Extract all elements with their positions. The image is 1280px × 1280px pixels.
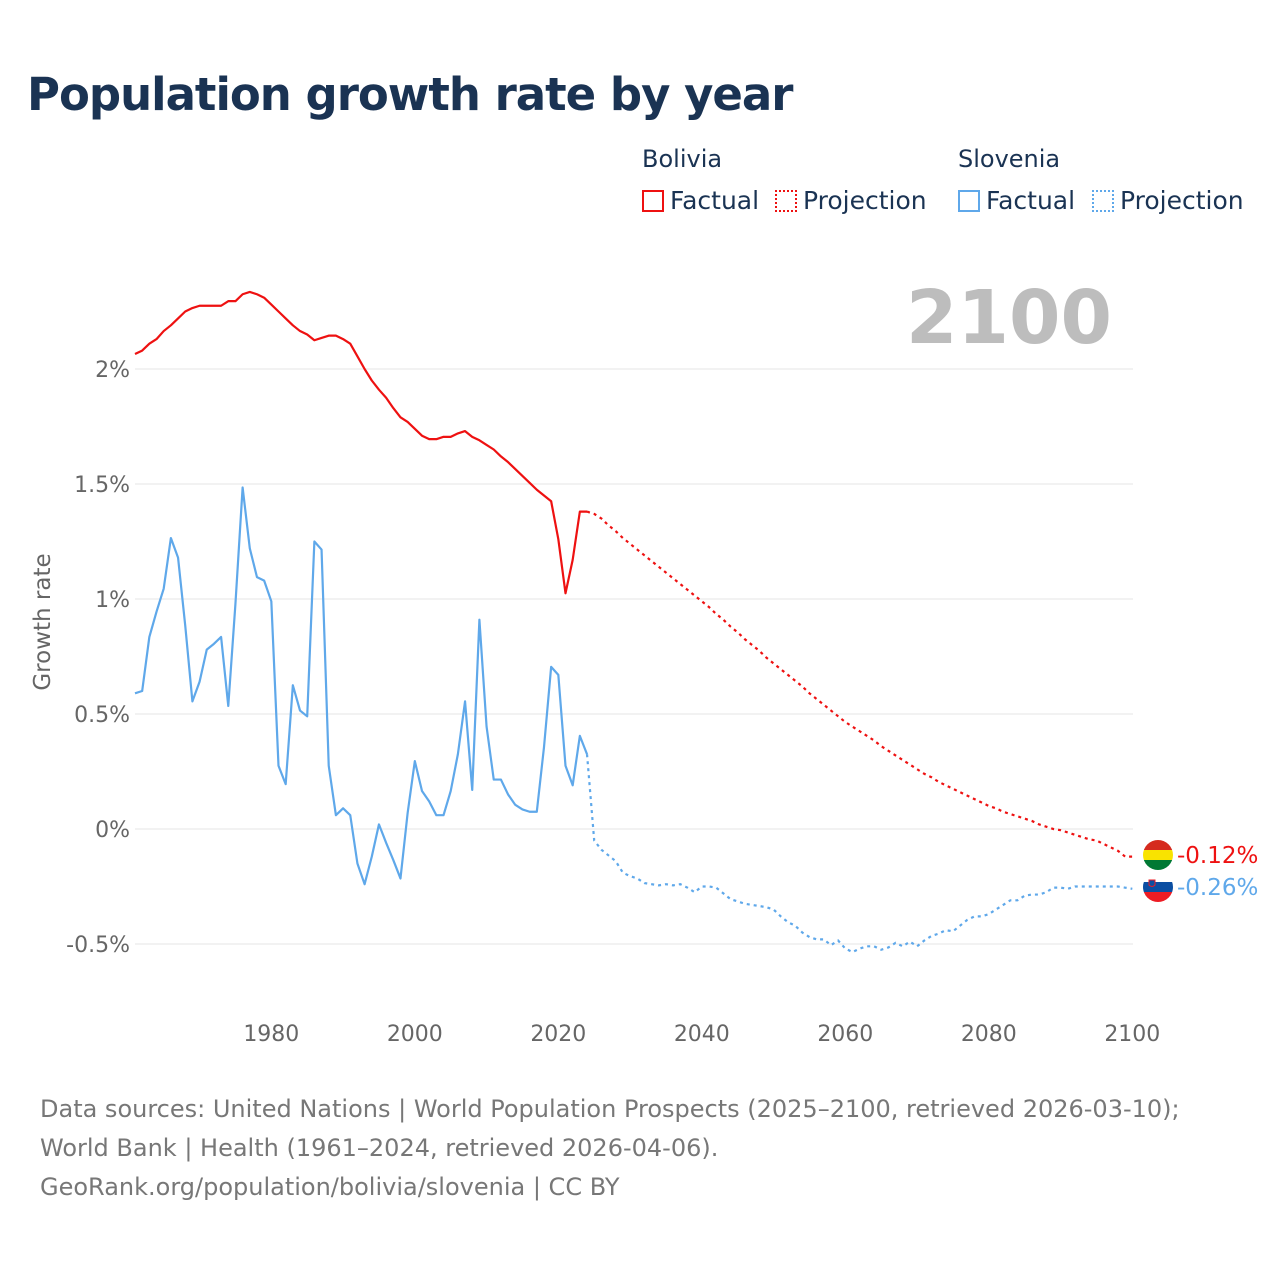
legend-swatch-solid bbox=[642, 189, 664, 212]
legend-label: Factual bbox=[986, 186, 1076, 215]
x-tick-label: 2060 bbox=[817, 1022, 873, 1047]
slovenia-factual-line bbox=[134, 486, 589, 886]
legend-label: Projection bbox=[803, 186, 927, 215]
source-link[interactable]: GeoRank.org/population/bolivia/slovenia … bbox=[40, 1173, 620, 1201]
legend-group-bolivia: Bolivia bbox=[642, 145, 723, 173]
bolivia-flag-icon bbox=[1143, 840, 1173, 870]
y-tick-label: 1% bbox=[95, 588, 130, 613]
x-tick-label: 2000 bbox=[387, 1022, 443, 1047]
y-tick-label: 1.5% bbox=[74, 473, 130, 498]
x-tick-label: 2100 bbox=[1104, 1022, 1160, 1047]
source-line: Data sources: United Nations | World Pop… bbox=[40, 1095, 1180, 1162]
year-watermark: 2100 bbox=[906, 275, 1112, 361]
legend-swatch-dotted bbox=[775, 189, 797, 212]
bolivia-factual-line bbox=[134, 290, 588, 595]
legend-swatch-dotted bbox=[1092, 189, 1114, 212]
slovenia-end-label: -0.26% bbox=[1177, 875, 1258, 901]
bolivia-projection-line bbox=[586, 510, 1133, 858]
legend-swatch-solid bbox=[958, 189, 980, 212]
legend-label: Projection bbox=[1120, 186, 1244, 215]
legend-slovenia-projection[interactable]: Projection bbox=[1092, 186, 1244, 215]
source-note: Data sources: United Nations | World Pop… bbox=[40, 1090, 1240, 1207]
chart-title: Population growth rate by year bbox=[27, 68, 793, 121]
slovenia-flag-icon bbox=[1143, 872, 1173, 902]
x-tick-label: 1980 bbox=[243, 1022, 299, 1047]
legend-group-slovenia: Slovenia bbox=[958, 145, 1061, 173]
legend-label: Factual bbox=[670, 186, 760, 215]
y-axis-label: Growth rate bbox=[30, 553, 56, 690]
x-tick-label: 2040 bbox=[674, 1022, 730, 1047]
legend-bolivia-factual[interactable]: Factual bbox=[642, 186, 759, 215]
legend-slovenia-factual[interactable]: Factual bbox=[958, 186, 1075, 215]
y-tick-label: 0% bbox=[95, 818, 130, 843]
x-tick-label: 2020 bbox=[530, 1022, 586, 1047]
y-tick-label: 2% bbox=[95, 358, 130, 383]
y-tick-label: -0.5% bbox=[66, 933, 130, 958]
x-tick-label: 2080 bbox=[961, 1022, 1017, 1047]
legend-bolivia-projection[interactable]: Projection bbox=[775, 186, 927, 215]
bolivia-end-label: -0.12% bbox=[1177, 843, 1258, 869]
slovenia-projection-line bbox=[585, 754, 1133, 954]
y-tick-label: 0.5% bbox=[74, 703, 130, 728]
